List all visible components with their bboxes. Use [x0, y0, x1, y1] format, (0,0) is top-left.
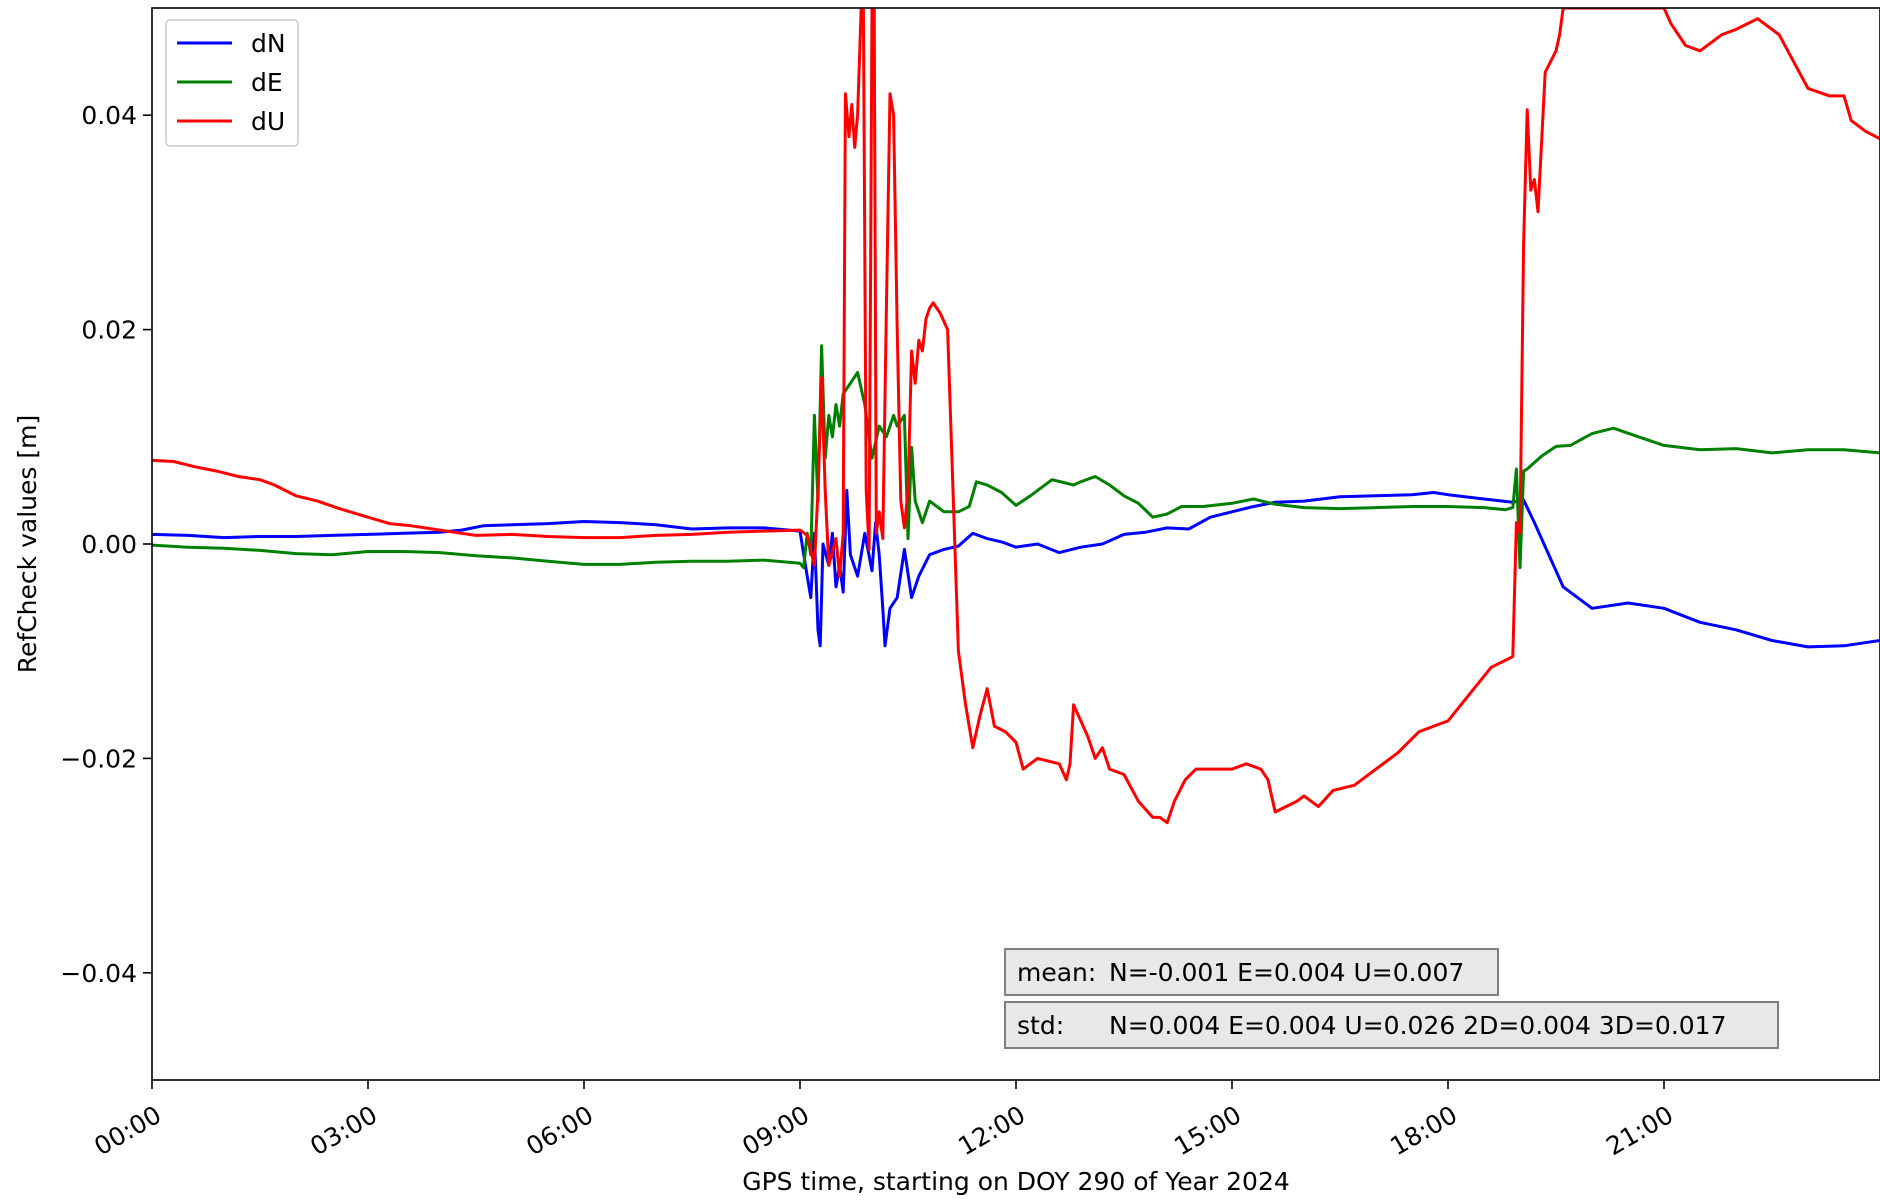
x-tick-label: 21:00	[1601, 1100, 1678, 1161]
series-line-dN	[152, 488, 1880, 649]
x-tick-label: 00:00	[89, 1100, 166, 1161]
annotation-text: N=0.004 E=0.004 U=0.026 2D=0.004 3D=0.01…	[1109, 1011, 1726, 1040]
x-tick-label: 12:00	[953, 1100, 1030, 1161]
plot-frame	[151, 7, 1880, 1081]
legend-label-dU: dU	[251, 107, 285, 136]
y-tick-label: 0.02	[81, 316, 137, 345]
legend: dN dE dU	[165, 19, 299, 147]
annotation-label: mean:	[1017, 958, 1096, 987]
stats-annotations: mean: N=-0.001 E=0.004 U=0.007 std: N=0.004…	[1004, 948, 1779, 1049]
legend-label-dN: dN	[251, 29, 286, 58]
y-tick-label: −0.02	[60, 744, 137, 773]
y-axis: 0.04 0.02 0.00 −0.02 −0.04	[60, 101, 152, 988]
y-tick-label: 0.00	[81, 530, 137, 559]
x-axis: 00:00 03:00 06:00 09:00 12:00 15:00 18:00 21:00	[89, 1080, 1678, 1161]
x-tick-label: 03:00	[305, 1100, 382, 1161]
x-tick-label: 15:00	[1169, 1100, 1246, 1161]
legend-label-dE: dE	[251, 68, 283, 97]
series-line-dE	[152, 344, 1880, 570]
y-tick-label: −0.04	[60, 959, 137, 988]
annotation-box-2	[1004, 1001, 1779, 1049]
x-tick-label: 09:00	[737, 1100, 814, 1161]
x-tick-label: 06:00	[521, 1100, 598, 1161]
annotation-box-1	[1004, 948, 1499, 996]
annotation-label: std:	[1017, 1011, 1064, 1040]
series-lines	[152, 8, 1880, 825]
series-line-dU	[152, 8, 1880, 825]
x-axis-label: GPS time, starting on DOY 290 of Year 20…	[742, 1167, 1290, 1196]
x-tick-label: 18:00	[1385, 1100, 1462, 1161]
annotation-text: N=-0.001 E=0.004 U=0.007	[1109, 958, 1464, 987]
y-axis-label: RefCheck values [m]	[13, 415, 42, 673]
y-tick-label: 0.04	[81, 101, 137, 130]
